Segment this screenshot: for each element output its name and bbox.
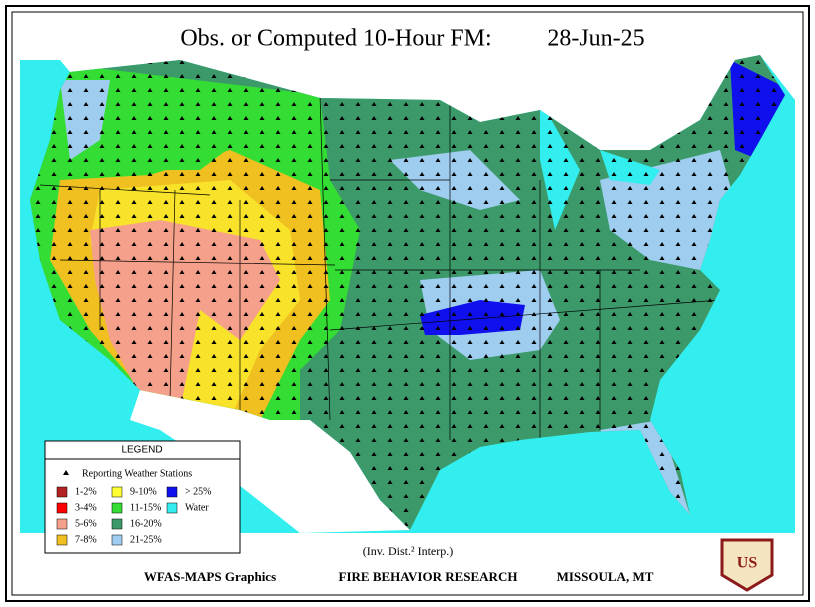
legend-swatch xyxy=(111,534,123,546)
date: 28-Jun-25 xyxy=(547,26,644,52)
legend-label: 1-2% xyxy=(75,486,97,497)
legend-swatch xyxy=(111,486,123,498)
legend-swatch xyxy=(111,502,123,514)
outer-frame xyxy=(5,5,810,602)
inner-frame xyxy=(11,11,804,596)
legend: LEGEND Reporting Weather Stations 1-2% 3-… xyxy=(44,440,241,554)
legend-box xyxy=(44,440,241,554)
footer-left: WFAS-MAPS Graphics xyxy=(144,569,276,584)
legend-label: Water xyxy=(185,502,209,513)
legend-label: 3-4% xyxy=(75,502,97,513)
footer-right: MISSOULA, MT xyxy=(557,569,654,584)
legend-label: 5-6% xyxy=(75,518,97,529)
legend-swatch xyxy=(166,486,178,498)
legend-swatch xyxy=(56,502,68,514)
legend-swatch xyxy=(56,534,68,546)
legend-label: 7-8% xyxy=(75,534,97,545)
legend-label: 21-25% xyxy=(130,534,162,545)
legend-swatch xyxy=(56,518,68,530)
station-icon xyxy=(63,470,69,475)
canada xyxy=(20,55,795,150)
title: Obs. or Computed 10-Hour FM: xyxy=(180,26,491,52)
legend-swatch xyxy=(111,518,123,530)
legend-stations: Reporting Weather Stations xyxy=(82,468,192,479)
legend-title: LEGEND xyxy=(121,445,162,456)
mexico xyxy=(130,390,410,533)
legend-label: 11-15% xyxy=(130,502,161,513)
legend-label: > 25% xyxy=(185,486,211,497)
footer-center: FIRE BEHAVIOR RESEARCH xyxy=(339,569,518,584)
legend-label: 16-20% xyxy=(130,518,162,529)
legend-swatch xyxy=(166,502,178,514)
state-lines xyxy=(39,94,721,440)
fuel-moisture xyxy=(30,55,785,530)
legend-label: 9-10% xyxy=(130,486,157,497)
legend-swatch xyxy=(56,486,68,498)
logo-text: US xyxy=(737,555,758,572)
interp-note: (Inv. Dist.² Interp.) xyxy=(363,544,453,558)
logo-shield xyxy=(720,538,774,592)
